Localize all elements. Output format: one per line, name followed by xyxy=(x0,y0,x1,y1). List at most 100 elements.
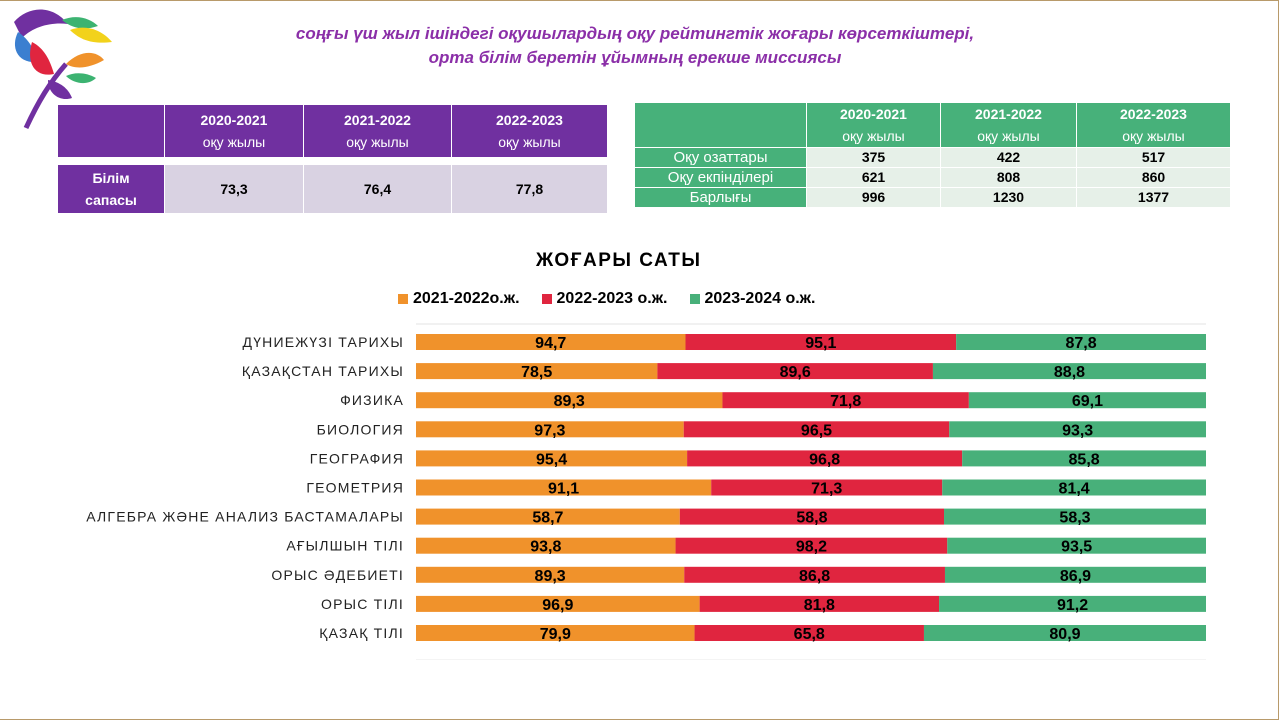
data-label: 89,3 xyxy=(554,393,585,410)
legend-label: 2023-2024 о.ж. xyxy=(704,290,816,307)
header-year: 2021-2022 xyxy=(975,106,1042,122)
bar-segment xyxy=(416,508,680,525)
bar-segment xyxy=(416,334,686,350)
bar-segment xyxy=(679,508,945,525)
bar-segment xyxy=(416,479,712,496)
data-label: 87,8 xyxy=(1065,335,1096,352)
bar-segment xyxy=(416,566,685,583)
page-title: соңғы үш жыл ішіндегі оқушылардың оқу ре… xyxy=(150,22,1120,70)
header-year: 2022-2023 xyxy=(496,112,563,128)
students-table-header: 2022-2023 оқу жылы xyxy=(1076,102,1231,148)
data-label: 91,2 xyxy=(1057,597,1088,614)
category-label: АҒЫЛШЫН ТІЛІ xyxy=(286,538,404,554)
row-label-line: Білім xyxy=(92,170,130,186)
header-year: 2021-2022 xyxy=(344,112,411,128)
category-label: ГЕОГРАФИЯ xyxy=(310,450,404,466)
bar-segment xyxy=(416,537,676,554)
bar-segment xyxy=(416,595,700,612)
students-value: 422 xyxy=(940,147,1077,168)
quality-table-corner xyxy=(57,104,165,158)
category-label: ҚАЗАҚ ТІЛІ xyxy=(319,625,404,641)
students-table-header-row: 2020-2021 оқу жылы 2021-2022 оқу жылы 20… xyxy=(634,102,1231,148)
header-year: 2020-2021 xyxy=(200,112,268,128)
bar-segment xyxy=(968,392,1206,409)
students-value: 1377 xyxy=(1076,187,1231,208)
students-table-corner xyxy=(634,102,807,148)
header-unit: оқу жылы xyxy=(1122,128,1185,144)
title-line-2: орта білім беретін ұйымның ерекше миссия… xyxy=(428,48,842,67)
header-unit: оқу жылы xyxy=(498,134,561,150)
bar-segment xyxy=(684,566,945,583)
data-label: 81,4 xyxy=(1059,481,1090,498)
students-table: 2020-2021 оқу жылы 2021-2022 оқу жылы 20… xyxy=(634,102,1231,208)
students-value: 1230 xyxy=(940,187,1077,208)
data-label: 86,8 xyxy=(799,568,830,585)
quality-table-header: 2021-2022 оқу жылы xyxy=(303,104,452,158)
students-value: 517 xyxy=(1076,147,1231,168)
bar-segment xyxy=(694,625,924,641)
students-value: 375 xyxy=(806,147,941,168)
data-label: 58,7 xyxy=(532,510,563,527)
students-value: 860 xyxy=(1076,167,1231,188)
header-unit: оқу жылы xyxy=(346,134,409,150)
data-label: 58,3 xyxy=(1059,510,1090,527)
bar-segment xyxy=(956,334,1206,350)
data-label: 95,1 xyxy=(805,335,836,352)
legend-label: 2021-2022о.ж. xyxy=(413,290,520,307)
data-label: 80,9 xyxy=(1049,626,1080,643)
data-label: 89,3 xyxy=(535,568,566,585)
data-label: 88,8 xyxy=(1054,364,1085,381)
students-table-header: 2020-2021 оқу жылы xyxy=(806,102,941,148)
students-value: 996 xyxy=(806,187,941,208)
data-label: 93,5 xyxy=(1061,539,1092,556)
data-label: 96,8 xyxy=(809,451,840,468)
quality-row-label: Білім сапасы xyxy=(57,164,165,214)
bar-segment xyxy=(416,421,684,438)
bar-segment xyxy=(699,595,940,612)
quality-table-header: 2022-2023 оқу жылы xyxy=(451,104,608,158)
category-label: ДҮНИЕЖҮЗІ ТАРИХЫ xyxy=(243,334,404,350)
data-label: 79,9 xyxy=(540,626,571,643)
legend-swatch xyxy=(689,294,700,304)
category-label: ГЕОМЕТРИЯ xyxy=(306,480,404,496)
bar-segment xyxy=(939,595,1206,612)
quality-table-row: Білім сапасы 73,3 76,4 77,8 xyxy=(57,164,608,214)
students-row-label: Оқу озаттары xyxy=(634,147,807,168)
data-label: 81,8 xyxy=(804,597,835,614)
data-label: 97,3 xyxy=(534,422,565,439)
quality-table-header-row: 2020-2021 оқу жылы 2021-2022 оқу жылы 20… xyxy=(57,104,608,158)
data-label: 93,3 xyxy=(1062,422,1093,439)
bar-segment xyxy=(932,363,1206,380)
legend-item: 2021-2022о.ж. xyxy=(398,290,520,308)
data-label: 85,8 xyxy=(1069,451,1100,468)
bar-segment xyxy=(942,479,1206,496)
quality-table: 2020-2021 оқу жылы 2021-2022 оқу жылы 20… xyxy=(57,104,608,214)
legend-item: 2023-2024 о.ж. xyxy=(689,290,816,308)
legend-item: 2022-2023 о.ж. xyxy=(541,290,668,308)
row-label-line: сапасы xyxy=(85,192,137,208)
dove-logo xyxy=(14,9,112,130)
data-label: 91,1 xyxy=(548,481,579,498)
category-label: ФИЗИКА xyxy=(340,392,404,408)
category-label: ҚАЗАҚСТАН ТАРИХЫ xyxy=(242,363,404,379)
category-label: АЛГЕБРА ЖӘНЕ АНАЛИЗ БАСТАМАЛАРЫ xyxy=(86,509,404,525)
category-label: ОРЫС ӘДЕБИЕТІ xyxy=(271,567,404,583)
bar-segment xyxy=(923,625,1206,641)
data-label: 65,8 xyxy=(794,626,825,643)
data-label: 78,5 xyxy=(521,364,552,381)
quality-value: 76,4 xyxy=(303,164,452,214)
bar-segment xyxy=(949,421,1206,438)
students-table-header: 2021-2022 оқу жылы xyxy=(940,102,1077,148)
chart-title: ЖОҒАРЫ САТЫ xyxy=(536,250,702,271)
bar-segment xyxy=(685,334,957,350)
data-label: 96,5 xyxy=(801,422,832,439)
students-value: 808 xyxy=(940,167,1077,188)
bar-segment xyxy=(722,392,969,409)
bar-segment xyxy=(416,392,723,409)
stacked-bar-chart: ДҮНИЕЖҮЗІ ТАРИХЫ 94,7 95,1 87,8 ҚАЗАҚСТАН ТА… xyxy=(86,323,1206,660)
data-label: 69,1 xyxy=(1072,393,1103,410)
students-value: 621 xyxy=(806,167,941,188)
data-label: 58,8 xyxy=(796,510,827,527)
bar-segment xyxy=(416,450,688,467)
quality-value: 73,3 xyxy=(164,164,304,214)
